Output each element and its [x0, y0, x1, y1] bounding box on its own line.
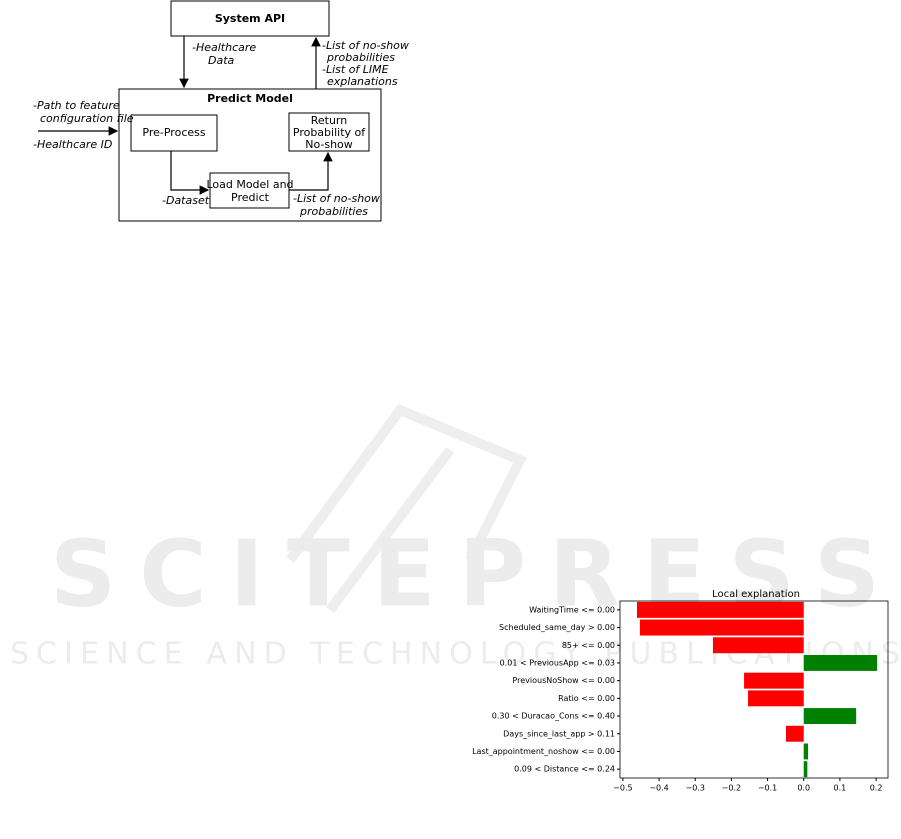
y-tick-label: Scheduled_same_day > 0.00: [499, 623, 615, 632]
bar: [639, 619, 804, 636]
bar: [803, 654, 878, 671]
diagram: System API Predict Model Pre-Process Ret…: [33, 0, 409, 222]
x-tick-label: −0.3: [686, 784, 705, 793]
x-tick-label: 0.0: [797, 784, 810, 793]
node-label: Pre-Process: [142, 126, 205, 139]
bar: [803, 761, 808, 778]
plot-frame: [619, 600, 889, 779]
y-tick-label: 85+ <= 0.00: [562, 641, 615, 650]
x-tick-label: −0.4: [649, 784, 668, 793]
node-label: Return: [311, 114, 348, 127]
chart: Local explanation WaitingTime <= 0.00 Sch…: [472, 589, 889, 793]
watermark-logo: [285, 403, 527, 613]
y-tick-label: Days_since_last_app > 0.11: [503, 729, 615, 738]
node-box: [170, 0, 330, 37]
bar: [636, 601, 804, 618]
edge-label: probabilities: [299, 205, 368, 218]
y-tick-label: Ratio <= 0.00: [558, 694, 615, 703]
node-label: No-show: [305, 138, 353, 151]
bar: [803, 708, 857, 725]
node-label: Load Model and: [206, 178, 293, 191]
bar: [712, 637, 804, 654]
edge-label: -Healthcare ID: [33, 138, 112, 151]
edge-label: configuration file: [40, 112, 134, 125]
x-tick-label: 0.2: [870, 784, 883, 793]
x-tick-label: −0.1: [758, 784, 777, 793]
edge-label: -Dataset: [162, 194, 210, 207]
edge-label: explanations: [327, 75, 398, 88]
y-tick-label: WaitingTime <= 0.00: [529, 605, 615, 614]
node-label: System API: [215, 12, 285, 25]
edge-label: -Healthcare: [192, 41, 256, 54]
chart-title: Local explanation: [712, 589, 800, 600]
y-tick-label: 0.30 < Duracao_Cons <= 0.40: [492, 712, 615, 721]
arrow: [289, 151, 333, 191]
arrow: [170, 151, 210, 195]
edge-label: -List of no-show: [322, 39, 409, 52]
node-box: [209, 172, 290, 209]
bar: [748, 690, 804, 707]
node-box: [130, 114, 218, 152]
edge-label: -List of no-show: [293, 192, 380, 205]
edge-label: probabilities: [326, 51, 395, 64]
node-label: Predict Model: [207, 92, 293, 105]
x-tick-label: −0.2: [722, 784, 741, 793]
node-label: Probability of: [293, 126, 366, 139]
edge-label: -Path to feature: [33, 99, 120, 112]
x-tick-label: 0.1: [834, 784, 847, 793]
edge-label: Data: [208, 54, 235, 67]
node-label: Predict: [231, 191, 270, 204]
y-tick-label: 0.09 < Distance <= 0.24: [514, 765, 615, 774]
y-tick-label: Last_appointment_noshow <= 0.00: [472, 747, 615, 756]
edge-label: -List of LIME: [322, 63, 389, 76]
node-box: [288, 112, 370, 152]
y-tick-label: PreviousNoShow <= 0.00: [512, 676, 615, 685]
bar: [744, 672, 804, 689]
x-tick-label: −0.5: [613, 784, 632, 793]
bar: [786, 725, 804, 742]
bar: [803, 743, 809, 760]
y-tick-label: 0.01 < PreviousApp <= 0.03: [500, 658, 615, 667]
